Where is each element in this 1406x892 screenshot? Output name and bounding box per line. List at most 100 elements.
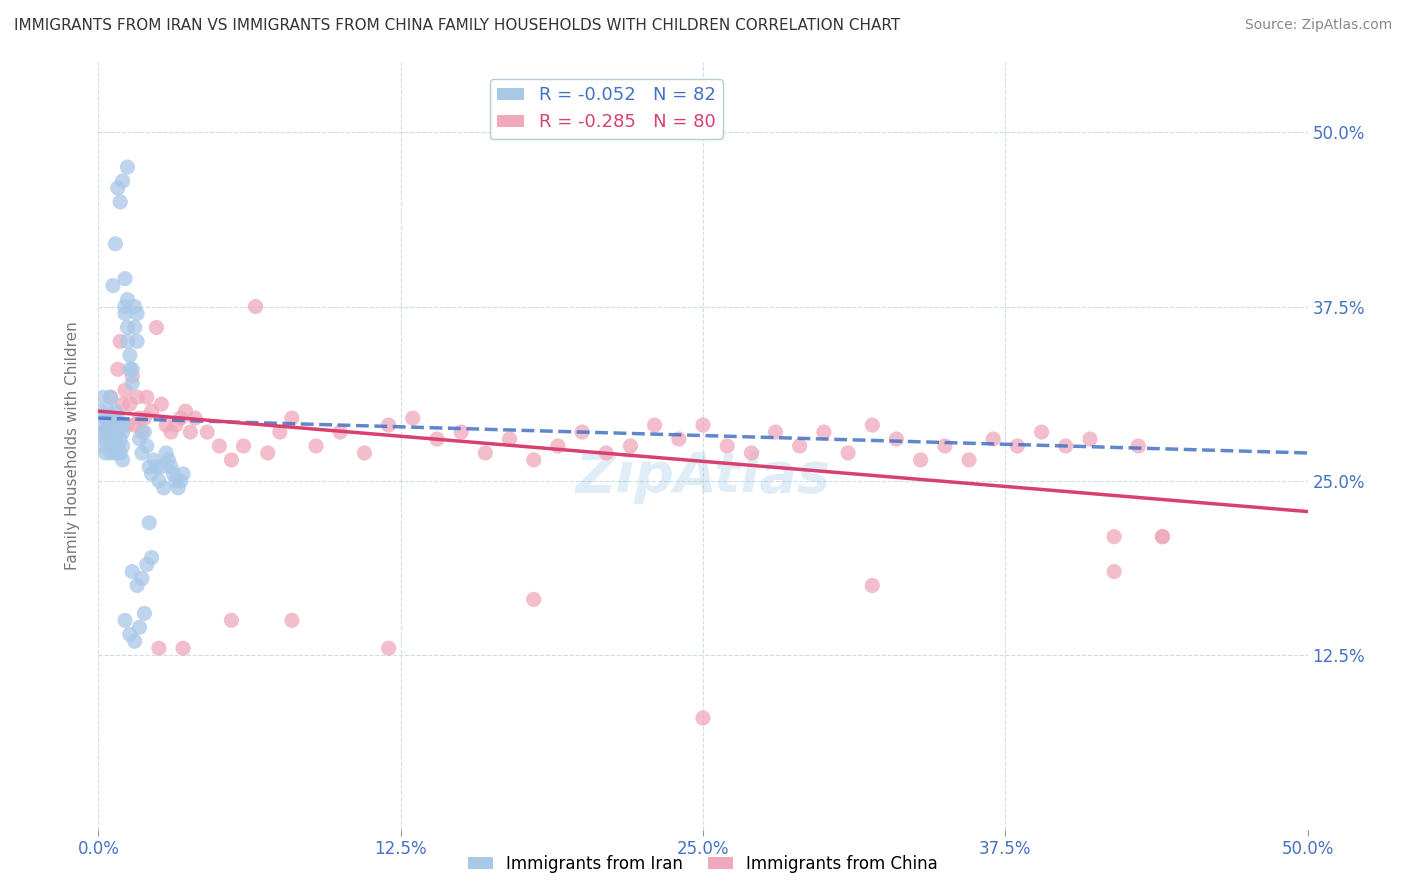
- Point: [101, 418, 124, 433]
- Point: [135, 558, 157, 572]
- Point: [114, 383, 136, 397]
- Point: [97, 425, 120, 439]
- Point: [117, 334, 139, 349]
- Point: [934, 439, 956, 453]
- Point: [107, 362, 129, 376]
- Point: [108, 418, 131, 433]
- Point: [150, 459, 173, 474]
- Point: [789, 439, 811, 453]
- Point: [114, 306, 136, 320]
- Point: [165, 474, 187, 488]
- Point: [716, 439, 738, 453]
- Point: [143, 453, 166, 467]
- Point: [269, 425, 291, 439]
- Point: [94, 432, 117, 446]
- Point: [1031, 425, 1053, 439]
- Point: [94, 446, 117, 460]
- Point: [595, 446, 617, 460]
- Point: [1152, 530, 1174, 544]
- Point: [1007, 439, 1029, 453]
- Point: [135, 390, 157, 404]
- Point: [100, 432, 122, 446]
- Point: [100, 390, 122, 404]
- Point: [281, 613, 304, 627]
- Point: [141, 467, 163, 481]
- Point: [957, 453, 980, 467]
- Point: [256, 446, 278, 460]
- Point: [111, 174, 134, 188]
- Point: [134, 411, 156, 425]
- Point: [377, 418, 399, 433]
- Point: [195, 425, 218, 439]
- Point: [134, 425, 156, 439]
- Point: [90, 425, 112, 439]
- Point: [101, 439, 124, 453]
- Point: [127, 306, 149, 320]
- Point: [128, 620, 150, 634]
- Point: [377, 641, 399, 656]
- Point: [100, 411, 122, 425]
- Point: [108, 194, 131, 209]
- Text: IMMIGRANTS FROM IRAN VS IMMIGRANTS FROM CHINA FAMILY HOUSEHOLDS WITH CHILDREN CO: IMMIGRANTS FROM IRAN VS IMMIGRANTS FROM …: [14, 18, 900, 33]
- Point: [91, 418, 114, 433]
- Point: [91, 439, 114, 453]
- Point: [813, 425, 835, 439]
- Point: [184, 411, 207, 425]
- Point: [498, 432, 520, 446]
- Point: [1102, 530, 1125, 544]
- Point: [571, 425, 593, 439]
- Point: [118, 627, 141, 641]
- Point: [160, 459, 183, 474]
- Point: [114, 300, 136, 314]
- Point: [402, 411, 425, 425]
- Point: [619, 439, 641, 453]
- Point: [221, 613, 243, 627]
- Point: [114, 613, 136, 627]
- Point: [124, 320, 146, 334]
- Point: [1128, 439, 1150, 453]
- Point: [124, 634, 146, 648]
- Legend: R = -0.052   N = 82, R = -0.285   N = 80: R = -0.052 N = 82, R = -0.285 N = 80: [489, 79, 723, 138]
- Point: [148, 641, 170, 656]
- Point: [155, 446, 177, 460]
- Y-axis label: Family Households with Children: Family Households with Children: [65, 322, 80, 570]
- Point: [104, 404, 127, 418]
- Point: [101, 425, 124, 439]
- Point: [221, 453, 243, 467]
- Point: [135, 439, 157, 453]
- Point: [167, 481, 190, 495]
- Point: [305, 439, 328, 453]
- Point: [104, 236, 127, 251]
- Point: [1054, 439, 1077, 453]
- Point: [111, 425, 134, 439]
- Point: [1152, 530, 1174, 544]
- Point: [172, 467, 194, 481]
- Point: [131, 425, 153, 439]
- Point: [104, 411, 127, 425]
- Point: [121, 565, 143, 579]
- Point: [329, 425, 352, 439]
- Point: [111, 418, 134, 433]
- Text: Source: ZipAtlas.com: Source: ZipAtlas.com: [1244, 18, 1392, 32]
- Point: [145, 320, 167, 334]
- Point: [162, 467, 184, 481]
- Point: [94, 411, 117, 425]
- Point: [134, 607, 156, 621]
- Point: [104, 425, 127, 439]
- Point: [886, 432, 908, 446]
- Point: [104, 446, 127, 460]
- Point: [97, 418, 120, 433]
- Point: [128, 432, 150, 446]
- Point: [981, 432, 1004, 446]
- Point: [91, 390, 114, 404]
- Point: [668, 432, 690, 446]
- Point: [100, 446, 122, 460]
- Point: [174, 404, 197, 418]
- Point: [107, 425, 129, 439]
- Point: [117, 293, 139, 307]
- Point: [232, 439, 254, 453]
- Point: [692, 418, 714, 433]
- Point: [121, 369, 143, 384]
- Point: [94, 425, 117, 439]
- Point: [131, 572, 153, 586]
